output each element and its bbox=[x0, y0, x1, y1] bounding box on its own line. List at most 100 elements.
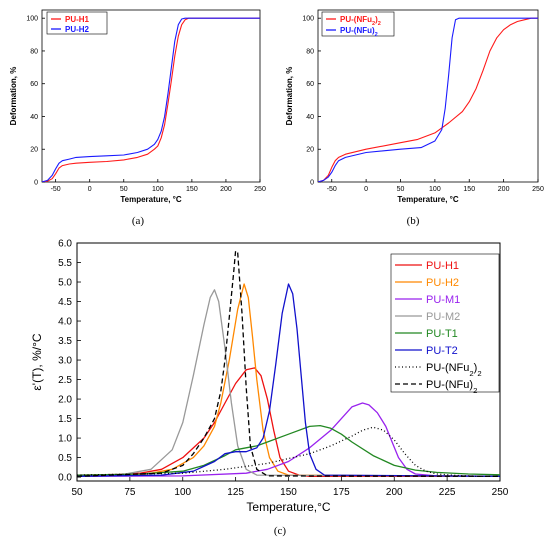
series-line-PU-(NFu2)2 bbox=[318, 17, 538, 182]
legend-label: PU-H1 bbox=[426, 260, 459, 272]
y-tick-label: 40 bbox=[30, 114, 38, 121]
subscript: 2 bbox=[372, 21, 375, 27]
axes-frame bbox=[317, 9, 539, 183]
x-axis-label: Temperature,°C bbox=[246, 500, 330, 514]
subscript: 2 bbox=[375, 32, 378, 38]
y-axis-label: Deformation, % bbox=[285, 67, 294, 126]
x-tick-label: 175 bbox=[333, 487, 350, 498]
legend-text-part: PU-(NFu bbox=[340, 26, 372, 35]
legend-label: PU-M2 bbox=[426, 311, 460, 323]
x-tick-label: 200 bbox=[386, 487, 403, 498]
y-tick-label: 2.5 bbox=[58, 375, 72, 386]
chart-panel-3: 50 75 100 125 150 175 200 225 250 0.0 0.5 1.0 1.5 2.0… bbox=[30, 239, 509, 538]
y-tick-label: 1.0 bbox=[58, 434, 72, 445]
y-tick-label: 100 bbox=[302, 16, 314, 23]
legend-label: PU-H1 bbox=[65, 15, 90, 24]
legend-text-part: ) bbox=[469, 379, 473, 391]
legend-label: PU-(NFu)2 bbox=[340, 26, 378, 38]
x-tick-label: 75 bbox=[124, 487, 136, 498]
x-tick-label: 100 bbox=[429, 186, 441, 193]
legend-label: PU-T2 bbox=[426, 345, 458, 357]
y-tick-label: 4.0 bbox=[58, 317, 72, 328]
y-tick-label: 80 bbox=[30, 48, 38, 55]
x-tick-label: 250 bbox=[254, 186, 266, 193]
x-tick-label: 100 bbox=[174, 487, 191, 498]
panel-caption: (a) bbox=[132, 215, 145, 227]
y-tick-label: 80 bbox=[306, 48, 314, 55]
y-tick-label: 5.0 bbox=[58, 278, 72, 289]
legend-label: PU-T1 bbox=[426, 328, 458, 340]
x-tick-label: -50 bbox=[51, 186, 61, 193]
y-tick-label: 3.5 bbox=[58, 336, 72, 347]
y-tick-label: 0.0 bbox=[58, 473, 72, 484]
chart-panel-1: -50 0 50 100 150 200 250 0 20 40 60 80 100 Temperatur… bbox=[9, 9, 266, 227]
series-line-PU-H1 bbox=[42, 17, 260, 182]
legend-text-part: PU-(NFu bbox=[426, 379, 469, 391]
x-tick-label: 225 bbox=[439, 487, 456, 498]
x-tick-label: 50 bbox=[397, 186, 405, 193]
legend-box bbox=[46, 11, 108, 35]
y-tick-label: 60 bbox=[30, 81, 38, 88]
y-tick-label: 0.5 bbox=[58, 453, 72, 464]
series-line-PU-(NFu)2 bbox=[77, 250, 500, 477]
legend-text-part: PU-(NFu bbox=[426, 362, 469, 374]
series-line-PU-M1 bbox=[77, 402, 500, 477]
subscript: 2 bbox=[378, 21, 381, 27]
x-tick-label: 150 bbox=[463, 186, 475, 193]
y-tick-label: 60 bbox=[306, 81, 314, 88]
x-tick-label: 250 bbox=[532, 186, 544, 193]
legend-label: PU-H2 bbox=[65, 25, 90, 34]
y-tick-label: 0 bbox=[310, 180, 314, 187]
x-tick-label: 100 bbox=[152, 186, 164, 193]
series-line-PU-H2 bbox=[42, 17, 260, 182]
legend: PU-H1PU-H2PU-M1PU-M2PU-T1PU-T2PU-(NFu2)2… bbox=[390, 253, 500, 395]
y-tick-label: 3.0 bbox=[58, 356, 72, 367]
legend-box bbox=[390, 253, 500, 393]
x-tick-label: 250 bbox=[492, 487, 509, 498]
y-tick-label: 100 bbox=[26, 16, 38, 23]
y-axis-label: ε'(T), %/°C bbox=[30, 333, 44, 390]
legend-box bbox=[321, 11, 395, 37]
x-axis-label: Temperature, °C bbox=[120, 195, 182, 204]
panel-caption: (b) bbox=[407, 215, 420, 227]
x-tick-label: 50 bbox=[120, 186, 128, 193]
panel-caption: (c) bbox=[274, 525, 287, 537]
legend: PU-(NFu2)2PU-(NFu)2 bbox=[321, 11, 395, 38]
legend-text-part: PU-(NFu bbox=[340, 15, 372, 24]
legend-label: PU-H2 bbox=[426, 277, 459, 289]
x-tick-label: 200 bbox=[220, 186, 232, 193]
y-tick-label: 40 bbox=[306, 114, 314, 121]
x-tick-label: 125 bbox=[227, 487, 244, 498]
chart-panel-2: -50 0 50 100 150 200 250 0 20 40 60 80 100 Temperatur… bbox=[285, 9, 544, 227]
x-tick-label: 0 bbox=[364, 186, 368, 193]
x-tick-label: 50 bbox=[71, 487, 83, 498]
series-line-PU-H1 bbox=[77, 367, 500, 477]
series-line-PU-T1 bbox=[77, 424, 500, 476]
legend-text-part: ) bbox=[375, 15, 378, 24]
y-tick-label: 20 bbox=[30, 147, 38, 154]
subscript: 2 bbox=[477, 369, 481, 378]
series-line-PU-M2 bbox=[77, 289, 500, 477]
x-tick-label: 150 bbox=[186, 186, 198, 193]
y-tick-label: 6.0 bbox=[58, 239, 72, 250]
legend-label: PU-(NFu2)2 bbox=[426, 362, 482, 378]
legend-label: PU-M1 bbox=[426, 294, 460, 306]
x-tick-label: 200 bbox=[498, 186, 510, 193]
x-tick-label: 0 bbox=[88, 186, 92, 193]
y-tick-label: 0 bbox=[34, 180, 38, 187]
y-tick-label: 1.5 bbox=[58, 414, 72, 425]
subscript: 2 bbox=[473, 386, 477, 395]
x-tick-label: -50 bbox=[327, 186, 337, 193]
series-line-PU-(NFu)2 bbox=[318, 17, 538, 182]
y-axis-label: Deformation, % bbox=[9, 67, 18, 126]
axes-frame bbox=[41, 9, 261, 183]
series-line-PU-T2 bbox=[77, 283, 500, 477]
x-axis-label: Temperature, °C bbox=[397, 195, 459, 204]
y-tick-label: 4.5 bbox=[58, 297, 72, 308]
x-tick-label: 150 bbox=[280, 487, 297, 498]
legend-label: PU-(NFu)2 bbox=[426, 379, 477, 395]
legend-text-part: ) bbox=[474, 362, 478, 374]
y-tick-label: 2.0 bbox=[58, 395, 72, 406]
